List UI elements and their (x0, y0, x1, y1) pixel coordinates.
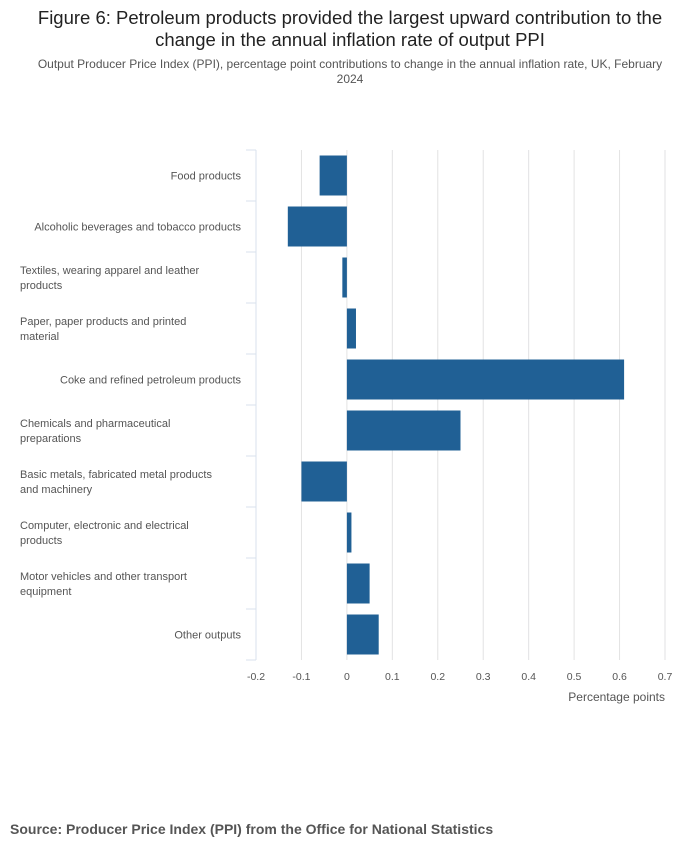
bar-6 (301, 461, 347, 502)
x-tick-label-2: 0 (344, 671, 350, 683)
bar-4 (346, 359, 625, 400)
bar-3 (346, 308, 356, 349)
x-tick-label-6: 0.4 (521, 671, 536, 683)
category-label-0: Food products (171, 171, 242, 183)
x-tick-label-8: 0.6 (612, 671, 627, 683)
x-tick-label-7: 0.5 (567, 671, 582, 683)
category-label-6: Basic metals, fabricated metal products a… (20, 469, 212, 496)
bar-2 (342, 257, 347, 298)
category-label-9: Other outputs (174, 630, 241, 642)
bar-0 (319, 155, 347, 196)
bar-1 (287, 206, 347, 247)
category-label-4: Coke and refined petroleum products (60, 375, 241, 387)
category-label-7: Computer, electronic and electrical produ… (20, 520, 189, 547)
source-note: Source: Producer Price Index (PPI) from … (10, 821, 494, 837)
x-tick-label-1: -0.1 (292, 671, 310, 683)
x-tick-label-0: -0.2 (247, 671, 265, 683)
bar-9 (346, 614, 379, 655)
category-label-8: Motor vehicles and other transport equipm… (20, 571, 187, 598)
x-tick-label-3: 0.1 (385, 671, 400, 683)
x-tick-label-5: 0.3 (476, 671, 491, 683)
chart-title: Figure 6: Petroleum products provided th… (37, 7, 663, 50)
x-tick-label-9: 0.7 (658, 671, 673, 683)
chart-subtitle: Output Producer Price Index (PPI), perce… (37, 57, 663, 86)
category-label-5: Chemicals and pharmaceutical preparations (20, 418, 170, 445)
category-label-1: Alcoholic beverages and tobacco products (34, 222, 241, 234)
bar-8 (346, 563, 370, 604)
bar-7 (346, 512, 352, 553)
x-axis-title: Percentage points (568, 690, 665, 704)
category-label-2: Textiles, wearing apparel and leather pro… (20, 265, 200, 292)
bar-5 (346, 410, 461, 451)
x-tick-label-4: 0.2 (430, 671, 445, 683)
category-label-3: Paper, paper products and printed materia… (20, 316, 186, 343)
